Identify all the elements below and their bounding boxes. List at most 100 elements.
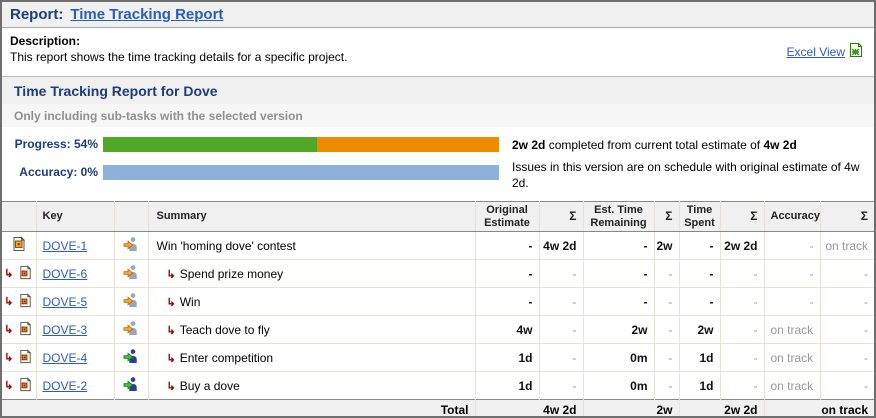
description-text: This report shows the time tracking deta… bbox=[10, 50, 348, 64]
original-estimate-cell: 4w bbox=[474, 315, 540, 344]
description-block: Description: This report shows the time … bbox=[2, 28, 874, 76]
original-estimate-cell: - bbox=[474, 231, 540, 260]
original-estimate-column-header: Original Estimate bbox=[474, 201, 540, 232]
progress-remaining-segment bbox=[316, 137, 499, 152]
issue-key-link[interactable]: DOVE-4 bbox=[42, 350, 88, 365]
issue-key-link[interactable]: DOVE-2 bbox=[42, 378, 88, 393]
accuracy-bar bbox=[103, 165, 499, 180]
report-label: Report: bbox=[10, 6, 64, 23]
issue-key-cell: DOVE-6 bbox=[35, 259, 115, 288]
subtask-icon bbox=[18, 292, 33, 311]
accuracy-cell: - bbox=[763, 231, 821, 260]
time-spent-cell: 2w bbox=[678, 315, 721, 344]
accuracy-cell: on track bbox=[763, 343, 821, 372]
total-est-time-remaining: 2w bbox=[582, 399, 680, 416]
issue-summary: Win bbox=[179, 294, 201, 309]
description-label: Description: bbox=[10, 34, 81, 48]
progress-bar bbox=[103, 137, 499, 152]
issue-type-cell: ↳ bbox=[2, 259, 37, 288]
original-estimate-sigma-cell: 4w 2d bbox=[538, 231, 584, 260]
issue-key-link[interactable]: DOVE-5 bbox=[42, 294, 88, 309]
type-column-header bbox=[2, 201, 37, 232]
issue-row: ↳ DOVE-3 ↳ Teach dove to fly 4w -2w -2w - on t… bbox=[2, 315, 874, 344]
est-time-remaining-sigma-cell: - bbox=[653, 371, 680, 400]
issue-summary-cell: ↳ Teach dove to fly bbox=[147, 315, 476, 344]
subtask-icon bbox=[18, 348, 33, 367]
issue-summary: Win 'homing dove' contest bbox=[156, 238, 296, 253]
issue-summary: Teach dove to fly bbox=[179, 322, 270, 337]
key-column-header: Key bbox=[35, 201, 115, 232]
time-spent-cell: - bbox=[678, 259, 721, 288]
time-spent-cell: - bbox=[678, 231, 721, 260]
time-spent-sigma-cell: - bbox=[719, 343, 765, 372]
original-estimate-sigma-cell: - bbox=[538, 371, 584, 400]
accuracy-column-header: Accuracy bbox=[763, 201, 821, 232]
subtask-branch-icon: ↳ bbox=[4, 324, 14, 336]
issue-summary-cell: ↳ Buy a dove bbox=[147, 371, 476, 400]
issue-row: DOVE-1 Win 'homing dove' contest -4w 2d -2… bbox=[2, 231, 874, 260]
status-open-icon bbox=[113, 343, 149, 372]
excel-view-link[interactable]: Excel View bbox=[786, 44, 845, 59]
accuracy-sigma-cell: - bbox=[819, 371, 874, 400]
issue-key-link[interactable]: DOVE-3 bbox=[42, 322, 88, 337]
accuracy-cell: - bbox=[763, 259, 821, 288]
issue-type-cell: ↳ bbox=[2, 287, 37, 316]
table-header-row: Key Summary Original Estimate Σ Est. Tim… bbox=[2, 201, 874, 232]
issue-row: ↳ DOVE-5 ↳ Win - - - - - - - - bbox=[2, 287, 874, 316]
issue-summary: Buy a dove bbox=[179, 378, 240, 393]
est-time-remaining-column-header: Est. Time Remaining bbox=[582, 201, 655, 232]
issue-key-cell: DOVE-2 bbox=[35, 371, 115, 400]
accuracy-cell: - bbox=[763, 287, 821, 316]
accuracy-label: Accuracy: 0% bbox=[19, 165, 98, 179]
issue-row: ↳ DOVE-2 ↳ Buy a dove 1d -0m -1d - on track - bbox=[2, 371, 874, 400]
original-estimate-cell: 1d bbox=[474, 371, 540, 400]
issue-key-link[interactable]: DOVE-6 bbox=[42, 266, 88, 281]
section-note: Only including sub-tasks with the select… bbox=[2, 104, 874, 127]
est-time-remaining-cell: - bbox=[582, 231, 655, 260]
issue-summary: Enter competition bbox=[179, 350, 274, 365]
total-original-estimate: 4w 2d bbox=[474, 399, 584, 416]
original-estimate-cell: - bbox=[474, 259, 540, 288]
subtask-branch-icon: ↳ bbox=[166, 296, 176, 309]
est-time-remaining-sigma-cell: 2w bbox=[653, 231, 680, 260]
progress-area: Progress: 54% Accuracy: 0% 2w 2d complet… bbox=[2, 127, 874, 201]
task-icon bbox=[11, 236, 27, 255]
issue-type-cell bbox=[2, 231, 37, 260]
original-estimate-cell: - bbox=[474, 287, 540, 316]
subtask-branch-icon: ↳ bbox=[4, 296, 14, 308]
schedule-summary: Issues in this version are on schedule w… bbox=[512, 160, 860, 190]
accuracy-sigma-cell: - bbox=[819, 259, 874, 288]
original-estimate-sigma-cell: - bbox=[538, 315, 584, 344]
accuracy-cell: on track bbox=[763, 315, 821, 344]
status-open-icon bbox=[113, 371, 149, 400]
section-title: Time Tracking Report for Dove bbox=[2, 76, 874, 104]
time-spent-cell: - bbox=[678, 287, 721, 316]
sigma-column-header: Σ bbox=[719, 201, 765, 232]
status-inprogress-icon bbox=[113, 315, 149, 344]
status-inprogress-icon bbox=[113, 259, 149, 288]
issue-summary-cell: ↳ Spend prize money bbox=[147, 259, 476, 288]
subtask-branch-icon: ↳ bbox=[4, 352, 14, 364]
est-time-remaining-cell: - bbox=[582, 287, 655, 316]
issue-type-cell: ↳ bbox=[2, 343, 37, 372]
issue-summary: Spend prize money bbox=[179, 266, 284, 281]
excel-icon[interactable] bbox=[848, 42, 864, 61]
progress-done-segment bbox=[103, 137, 317, 152]
time-spent-sigma-cell: - bbox=[719, 371, 765, 400]
est-time-remaining-sigma-cell: - bbox=[653, 287, 680, 316]
status-column-header bbox=[113, 201, 149, 232]
issue-key-cell: DOVE-3 bbox=[35, 315, 115, 344]
time-spent-sigma-cell: - bbox=[719, 259, 765, 288]
total-time-spent: 2w 2d bbox=[678, 399, 765, 416]
time-spent-cell: 1d bbox=[678, 371, 721, 400]
est-time-remaining-cell: 2w bbox=[582, 315, 655, 344]
accuracy-cell: on track bbox=[763, 371, 821, 400]
report-title-link[interactable]: Time Tracking Report bbox=[70, 6, 224, 23]
time-spent-sigma-cell: - bbox=[719, 315, 765, 344]
issue-key-cell: DOVE-1 bbox=[35, 231, 115, 260]
time-spent-cell: 1d bbox=[678, 343, 721, 372]
sigma-column-header: Σ bbox=[819, 201, 874, 232]
issue-row: ↳ DOVE-4 ↳ Enter competition 1d -0m -1d - on t… bbox=[2, 343, 874, 372]
issue-type-cell: ↳ bbox=[2, 371, 37, 400]
issue-key-link[interactable]: DOVE-1 bbox=[42, 238, 88, 253]
